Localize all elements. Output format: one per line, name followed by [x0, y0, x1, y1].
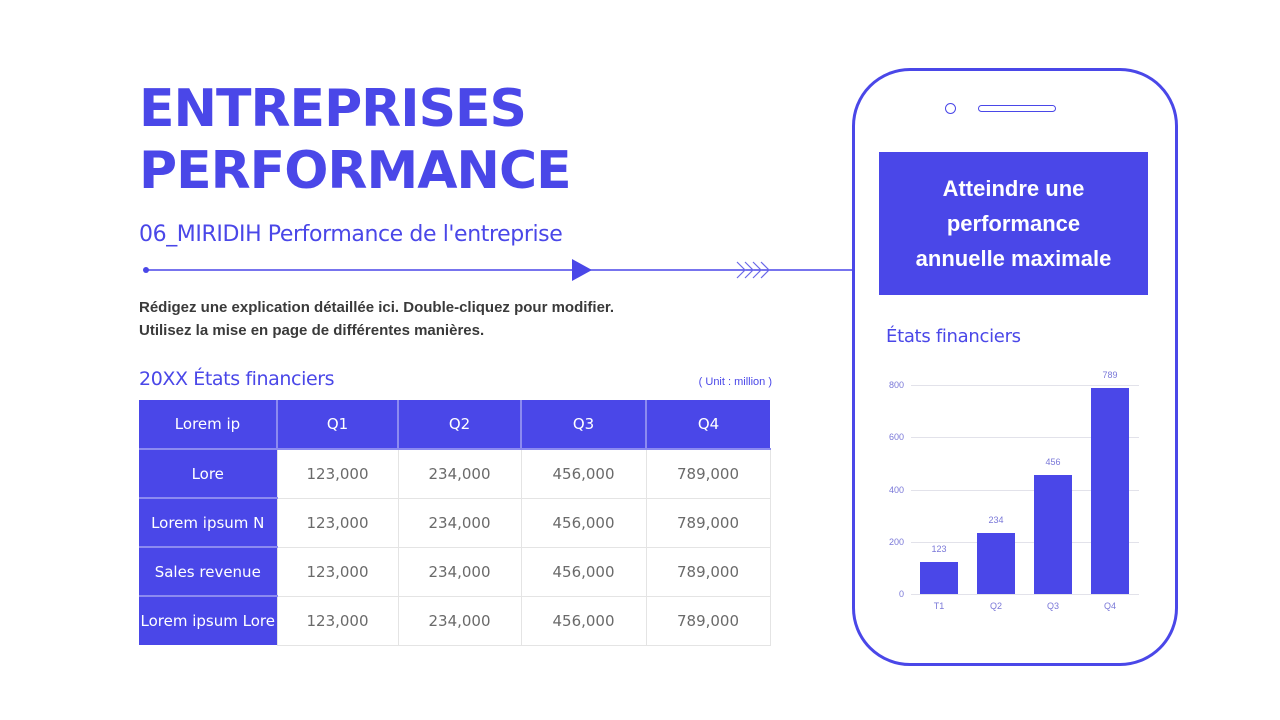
connector-start-dot-icon	[143, 267, 149, 273]
title-line-1: ENTREPRISES	[139, 79, 527, 139]
bar-value-label: 456	[1045, 456, 1061, 467]
table-row: Sales revenue 123,000 234,000 456,000 78…	[139, 546, 771, 597]
table-row: Lore 123,000 234,000 456,000 789,000	[139, 448, 771, 499]
phone-speaker-icon	[978, 105, 1056, 112]
title-line-2: PERFORMANCE	[139, 141, 572, 201]
chart-bar	[920, 561, 958, 594]
table-cell: 234,000	[397, 448, 522, 499]
callout-box: Atteindre une performance annuelle maxim…	[879, 152, 1148, 295]
table-cell: 456,000	[520, 546, 647, 597]
description-text: Rédigez une explication détaillée ici. D…	[139, 296, 614, 342]
chart-title: États financiers	[886, 326, 1021, 347]
column-header: Lorem ip	[139, 400, 278, 450]
x-axis-tick-label: Q2	[989, 601, 1002, 611]
table-row: Lorem ipsum Lore 123,000 234,000 456,000…	[139, 595, 771, 646]
row-header: Lorem ipsum Lore	[139, 596, 277, 645]
description-line-1: Rédigez une explication détaillée ici. D…	[139, 299, 615, 316]
column-header: Q1	[277, 400, 399, 450]
callout-line-3: annuelle maximale	[915, 246, 1112, 271]
chart-bar	[1091, 387, 1129, 594]
chart-gridline	[911, 437, 1139, 439]
row-header: Lorem ipsum N	[139, 498, 277, 548]
y-axis-tick-label: 200	[888, 536, 904, 547]
y-axis-tick-label: 400	[888, 484, 904, 495]
y-axis-tick-label: 600	[888, 432, 904, 443]
unit-label: ( Unit : million )	[698, 376, 772, 388]
table-cell: 456,000	[520, 497, 647, 548]
table-cell: 234,000	[397, 595, 522, 646]
table-cell: 123,000	[276, 595, 399, 646]
table-row: Lorem ipsum N 123,000 234,000 456,000 78…	[139, 497, 771, 548]
table-title: 20XX États financiers	[139, 368, 335, 390]
table-cell: 456,000	[520, 595, 647, 646]
bar-chart: 0 200 400 600 800 123 T1 234 Q2 456 Q3 789 Q4	[870, 360, 1160, 620]
bar-value-label: 123	[931, 543, 947, 554]
chart-gridline	[911, 489, 1139, 491]
table-cell: 789,000	[645, 448, 771, 499]
x-axis-tick-label: Q3	[1046, 601, 1059, 611]
column-header: Q3	[521, 400, 647, 450]
phone-camera-icon	[945, 103, 956, 114]
table-cell: 789,000	[645, 595, 771, 646]
x-axis-tick-label: T1	[933, 601, 945, 611]
table-cell: 123,000	[276, 497, 399, 548]
callout-line-1: Atteindre une	[942, 176, 1085, 201]
y-axis-tick-label: 0	[898, 589, 904, 599]
chart-bar	[1034, 474, 1072, 594]
chart-gridline	[911, 541, 1139, 543]
bar-value-label: 234	[988, 514, 1004, 525]
row-header: Sales revenue	[139, 547, 277, 597]
chart-bar	[977, 532, 1015, 594]
x-axis-tick-label: Q4	[1103, 601, 1116, 611]
bar-value-label: 789	[1102, 369, 1118, 380]
description-line-2: Utilisez la mise en page de différentes …	[139, 322, 485, 339]
table-cell: 789,000	[645, 497, 771, 548]
callout-line-2: performance	[946, 211, 1081, 236]
column-header: Q4	[646, 400, 770, 450]
table-cell: 123,000	[276, 546, 399, 597]
chevrons-right-icon	[736, 261, 770, 279]
column-header: Q2	[398, 400, 522, 450]
table-cell: 234,000	[397, 497, 522, 548]
page-subtitle: 06_MIRIDIH Performance de l'entreprise	[139, 222, 563, 247]
y-axis-tick-label: 800	[888, 380, 904, 390]
table-cell: 234,000	[397, 546, 522, 597]
row-header: Lore	[139, 449, 277, 499]
chart-gridline	[911, 385, 1139, 386]
play-arrow-icon	[572, 259, 592, 281]
table-header-row: Lorem ip Q1 Q2 Q3 Q4	[139, 400, 770, 450]
table-cell: 789,000	[645, 546, 771, 597]
financial-table: Lorem ip Q1 Q2 Q3 Q4 Lore 123,000 234,00…	[139, 400, 771, 646]
table-cell: 456,000	[520, 448, 647, 499]
page-title: ENTREPRISES PERFORMANCE	[139, 78, 572, 202]
chart-gridline	[911, 594, 1139, 595]
table-cell: 123,000	[276, 448, 399, 499]
